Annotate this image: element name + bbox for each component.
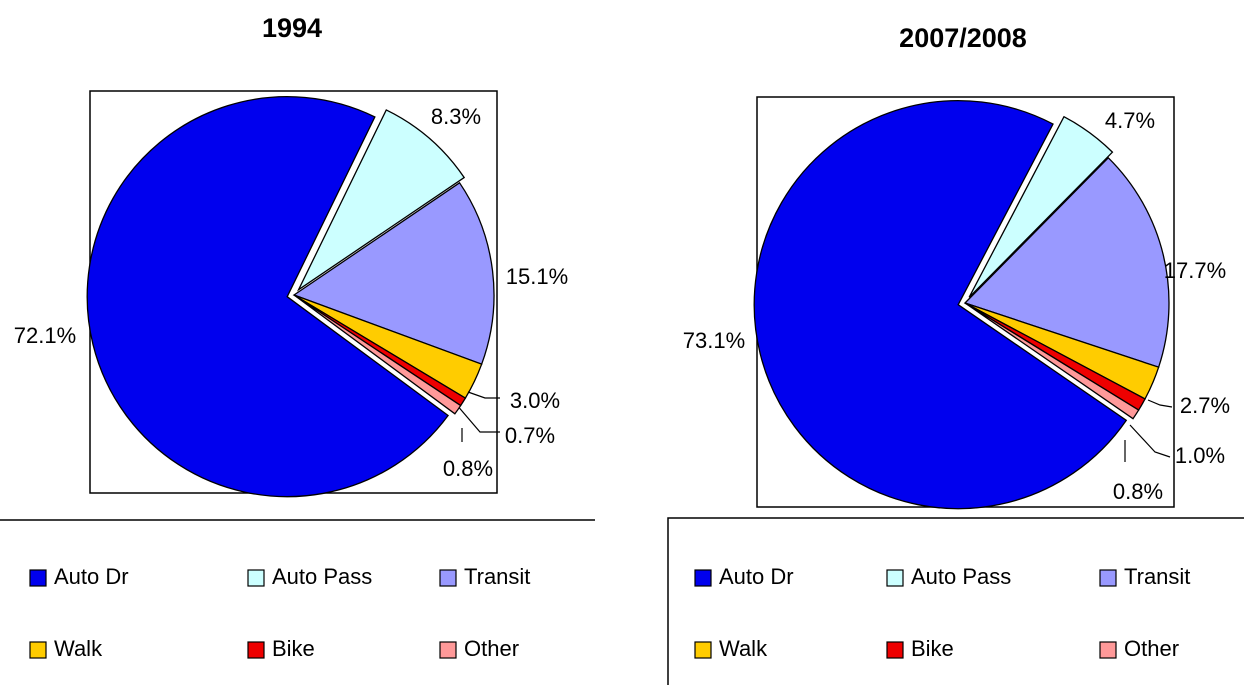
data-label: 15.1%: [506, 264, 568, 289]
legend-label: Transit: [464, 564, 530, 589]
legend-label: Other: [1124, 636, 1179, 661]
legend-swatch: [439, 641, 457, 659]
data-label: 8.3%: [431, 104, 481, 129]
legend-swatch: [29, 641, 47, 659]
data-label: 73.1%: [683, 328, 745, 353]
data-label: 0.7%: [505, 423, 555, 448]
data-label: 2.7%: [1180, 393, 1230, 418]
legend-swatch: [1099, 641, 1117, 659]
legend-label: Auto Pass: [272, 564, 372, 589]
pie-slice: [86, 96, 450, 498]
data-label: 1.0%: [1175, 443, 1225, 468]
legend-swatch: [247, 641, 265, 659]
data-label: 3.0%: [510, 388, 560, 413]
chart-title: 2007/2008: [899, 23, 1027, 53]
data-label: 17.7%: [1164, 258, 1226, 283]
data-label: 0.8%: [1113, 479, 1163, 504]
legend-swatch: [694, 641, 712, 659]
legend-swatch: [1099, 569, 1117, 587]
legend-label: Auto Pass: [911, 564, 1011, 589]
legend-swatch: [439, 569, 457, 587]
pie-slice: [292, 181, 495, 366]
leader-line: [1129, 424, 1171, 458]
leader-line: [1147, 399, 1173, 408]
legend-swatch: [694, 569, 712, 587]
chart-title: 1994: [262, 13, 322, 43]
legend-frame: [667, 517, 1244, 685]
data-label: 0.8%: [443, 456, 493, 481]
data-label: 72.1%: [14, 323, 76, 348]
legend-swatch: [886, 569, 904, 587]
legend-label: Bike: [911, 636, 954, 661]
pie-slice: [293, 294, 462, 415]
pie-slice: [964, 302, 1140, 420]
legend-swatch: [886, 641, 904, 659]
data-label: 4.7%: [1105, 108, 1155, 133]
legend-label: Walk: [54, 636, 103, 661]
leader-line: [467, 391, 500, 399]
pie-slice: [963, 156, 1170, 369]
leader-line: [455, 403, 500, 433]
pie-slice: [296, 109, 466, 292]
legend-label: Transit: [1124, 564, 1190, 589]
legend-label: Auto Dr: [54, 564, 129, 589]
pie-slice: [968, 115, 1114, 298]
legend-swatch: [29, 569, 47, 587]
legend-label: Auto Dr: [719, 564, 794, 589]
pie-slice: [753, 100, 1128, 510]
legend-swatch: [247, 569, 265, 587]
legend-label: Walk: [719, 636, 768, 661]
legend-label: Bike: [272, 636, 315, 661]
legend-label: Other: [464, 636, 519, 661]
